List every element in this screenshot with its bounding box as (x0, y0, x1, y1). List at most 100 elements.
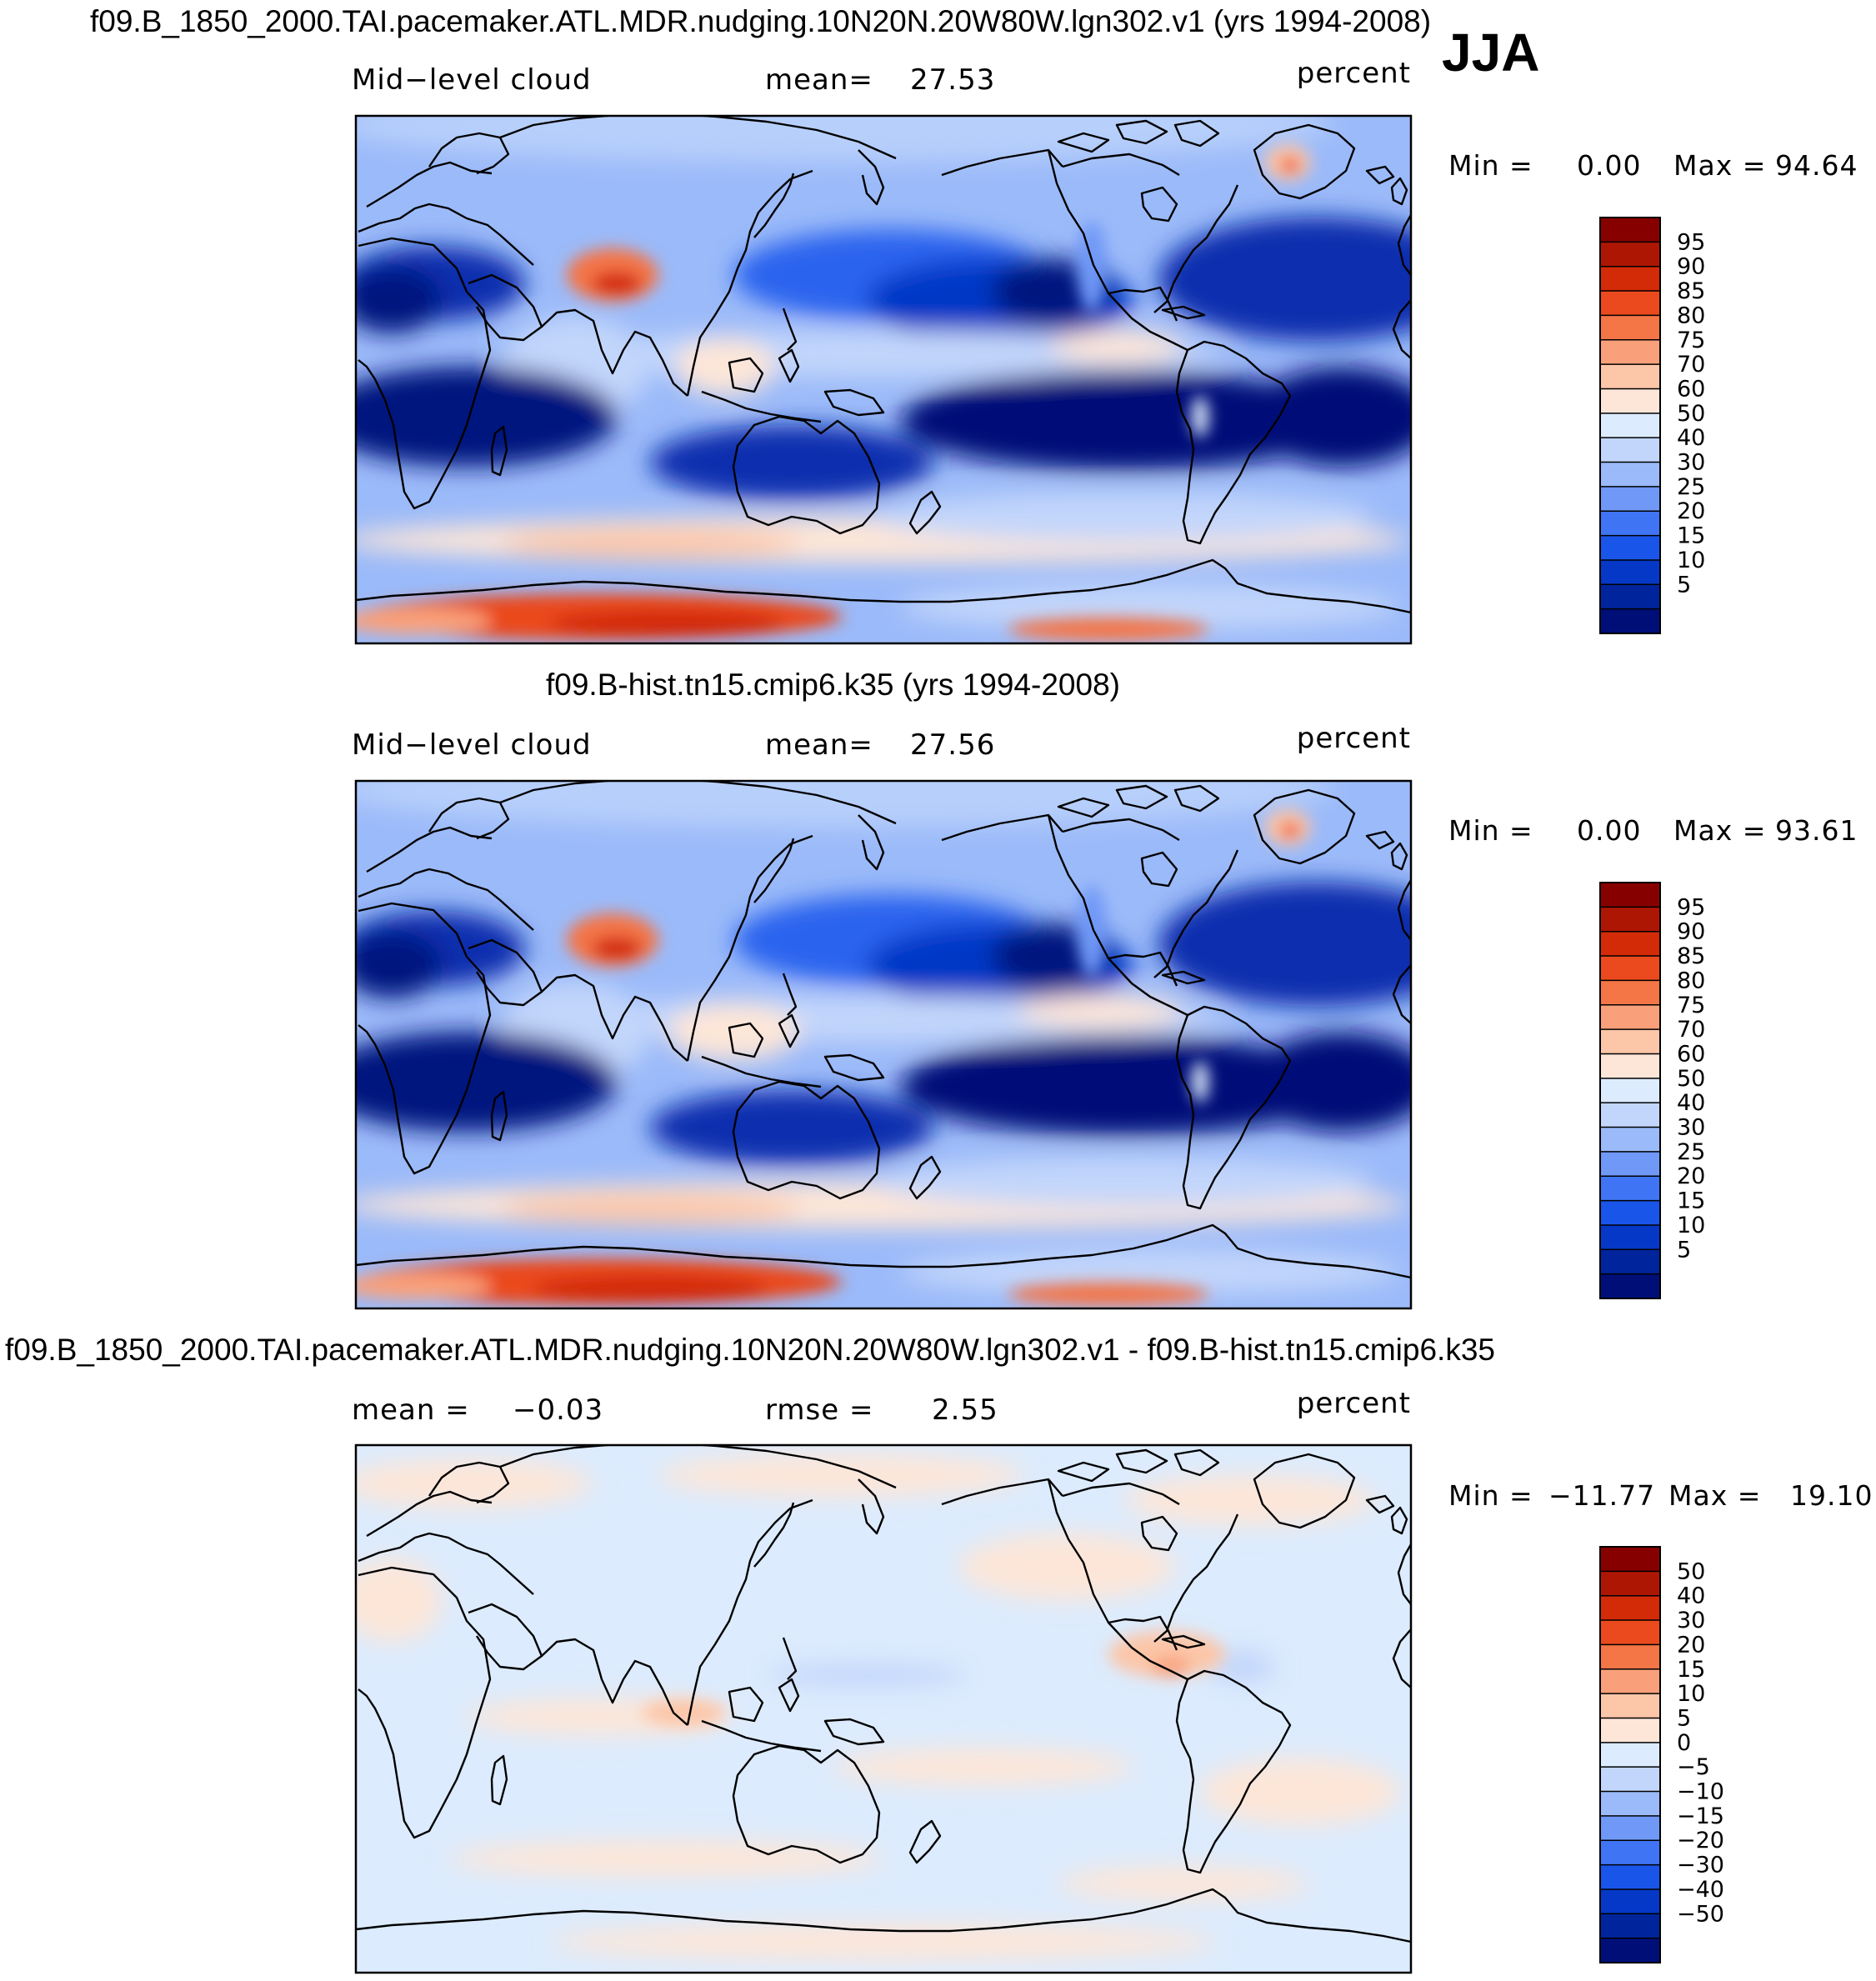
colorbar-2-tick-label: 95 (1677, 894, 1705, 920)
panel-3-field-b (658, 1453, 1025, 1497)
colorbar-3-box (1600, 1888, 1660, 1914)
colorbar-3-tick-label: −10 (1677, 1779, 1724, 1805)
colorbar-1-tick-label: 10 (1677, 548, 1705, 573)
colorbar-3-box (1600, 1742, 1660, 1768)
colorbar-1-tick-label: 80 (1677, 303, 1705, 328)
colorbar-1-box (1600, 364, 1660, 389)
colorbar-2-box (1600, 1200, 1660, 1226)
colorbar-1-tick-label: 5 (1677, 572, 1691, 598)
colorbar-2-tick-label: 85 (1677, 943, 1705, 969)
colorbar-3-box (1600, 1938, 1660, 1963)
panel-1-field-spacific (900, 371, 1350, 471)
panel-1-mean-value: 27.53 (910, 63, 995, 97)
colorbar-1-box (1600, 584, 1660, 610)
panel-2-max-value: 93.61 (1775, 814, 1858, 847)
colorbar-3-box (1600, 1718, 1660, 1743)
panel-3-min-label: Min = (1448, 1479, 1533, 1512)
panel-2-map-frame (354, 779, 1413, 1310)
colorbar-3-tick-label: 15 (1677, 1657, 1705, 1683)
colorbar-2-tick-label: 15 (1677, 1188, 1705, 1214)
panel-2-field-spacific (900, 1036, 1350, 1136)
panel-3-max-label: Max = (1668, 1479, 1761, 1512)
panel-2-field-greenland-core (1280, 823, 1300, 838)
panel-3-title: f09.B_1850_2000.TAI.pacemaker.ATL.MDR.nu… (5, 1333, 1495, 1367)
colorbar-1-tick-label: 50 (1677, 401, 1705, 427)
colorbar-1-box (1600, 291, 1660, 316)
panel-1-min-label: Min = (1448, 149, 1533, 182)
colorbar-2-tick-label: 60 (1677, 1041, 1705, 1067)
panel-2-field-southern-lt (875, 1157, 1375, 1207)
colorbar-1-tick-label: 60 (1677, 376, 1705, 402)
panel-3-field-e (958, 1533, 1175, 1600)
panel-1-field-sahara (356, 267, 442, 333)
panel-3-field-caribbean-core (1153, 1657, 1189, 1677)
colorbar-2-box (1600, 931, 1660, 957)
panel-2-min-value: 0.00 (1577, 814, 1641, 847)
panel-3-field-g (833, 1748, 1133, 1785)
panel-3-field-d (356, 1558, 442, 1642)
colorbar-2-tick-label: 40 (1677, 1090, 1705, 1116)
colorbar-2-box (1600, 1249, 1660, 1275)
panel-1-field-arctic (356, 116, 1333, 163)
panel-1-field-andes (1192, 396, 1208, 438)
panel-3-field-c (1125, 1475, 1375, 1525)
panel-1-min-value: 0.00 (1577, 149, 1641, 182)
panel-2-field-australia (650, 1090, 933, 1165)
panel-2-field-satlantic (1250, 1032, 1411, 1132)
colorbar-3-tick-label: 50 (1677, 1558, 1705, 1584)
colorbar-1-tick-label: 15 (1677, 523, 1705, 549)
panel-2-units: percent (1297, 722, 1411, 755)
panel-2-map (356, 781, 1411, 1308)
colorbar-1-tick-label: 85 (1677, 278, 1705, 304)
colorbar-1-box (1600, 608, 1660, 634)
colorbar-2-box (1600, 980, 1660, 1006)
panel-3-field-l (767, 1663, 967, 1687)
panel-1-field-itcz-east (1050, 329, 1183, 363)
panel-3-field-h (1200, 1758, 1400, 1825)
panel-1-max-value: 94.64 (1775, 149, 1858, 182)
figure-title: f09.B_1850_2000.TAI.pacemaker.ATL.MDR.nu… (90, 4, 1431, 38)
panel-2-field-southern-b (500, 1193, 800, 1223)
colorbar-3-frame (1599, 1546, 1661, 1963)
colorbar-1-frame (1599, 217, 1661, 634)
panel-1-field-satlantic (1250, 367, 1411, 467)
panel-3-rmse-label: rmse = (765, 1393, 873, 1427)
panel-3-field-k (550, 1923, 1217, 1960)
colorbar-1-box (1600, 315, 1660, 341)
colorbar-1-box (1600, 388, 1660, 414)
colorbar-1-tick-label: 25 (1677, 474, 1705, 500)
colorbar-2-box (1600, 1176, 1660, 1202)
panel-1-map (356, 116, 1411, 643)
colorbar-2-tick-label: 90 (1677, 919, 1705, 945)
colorbar-3-box (1600, 1620, 1660, 1645)
colorbar-2-tick-label: 75 (1677, 993, 1705, 1018)
panel-3-field-j (1058, 1867, 1308, 1900)
panel-1: Mid−level cloud mean= 27.53 percent (352, 57, 1858, 645)
panel-1-field-antarctica-d (356, 608, 492, 634)
colorbar-1-box (1600, 511, 1660, 537)
colorbar-2-box (1600, 1103, 1660, 1128)
panel-1-field-antarctica-b (550, 610, 783, 637)
panel-2-field-natlantic (1158, 882, 1411, 1007)
panel-2-title: f09.B-hist.tn15.cmip6.k35 (yrs 1994-2008… (546, 668, 1120, 702)
colorbar-2-box (1600, 1151, 1660, 1177)
colorbar-2-tick-label: 20 (1677, 1163, 1705, 1189)
colorbar-1-box (1600, 413, 1660, 438)
panel-1-mean-label: mean= (765, 63, 873, 97)
colorbar-1-box (1600, 462, 1660, 488)
colorbar-2-tick-label: 10 (1677, 1213, 1705, 1238)
panel-2-mean-value: 27.56 (910, 728, 995, 762)
panel-2-field-antarctica-d (356, 1273, 492, 1299)
colorbar-3-tick-label: 0 (1677, 1730, 1691, 1756)
panel-1-field-rockies (1077, 221, 1107, 313)
panel-3: mean = −0.03 rmse = 2.55 percent (352, 1387, 1872, 1974)
panel-3-min-value: −11.77 (1548, 1479, 1655, 1512)
colorbar-2-box (1600, 883, 1660, 908)
colorbar-2-box (1600, 1078, 1660, 1103)
panel-1-variable: Mid−level cloud (352, 63, 592, 97)
panel-2-field-tibet-core (592, 937, 642, 960)
